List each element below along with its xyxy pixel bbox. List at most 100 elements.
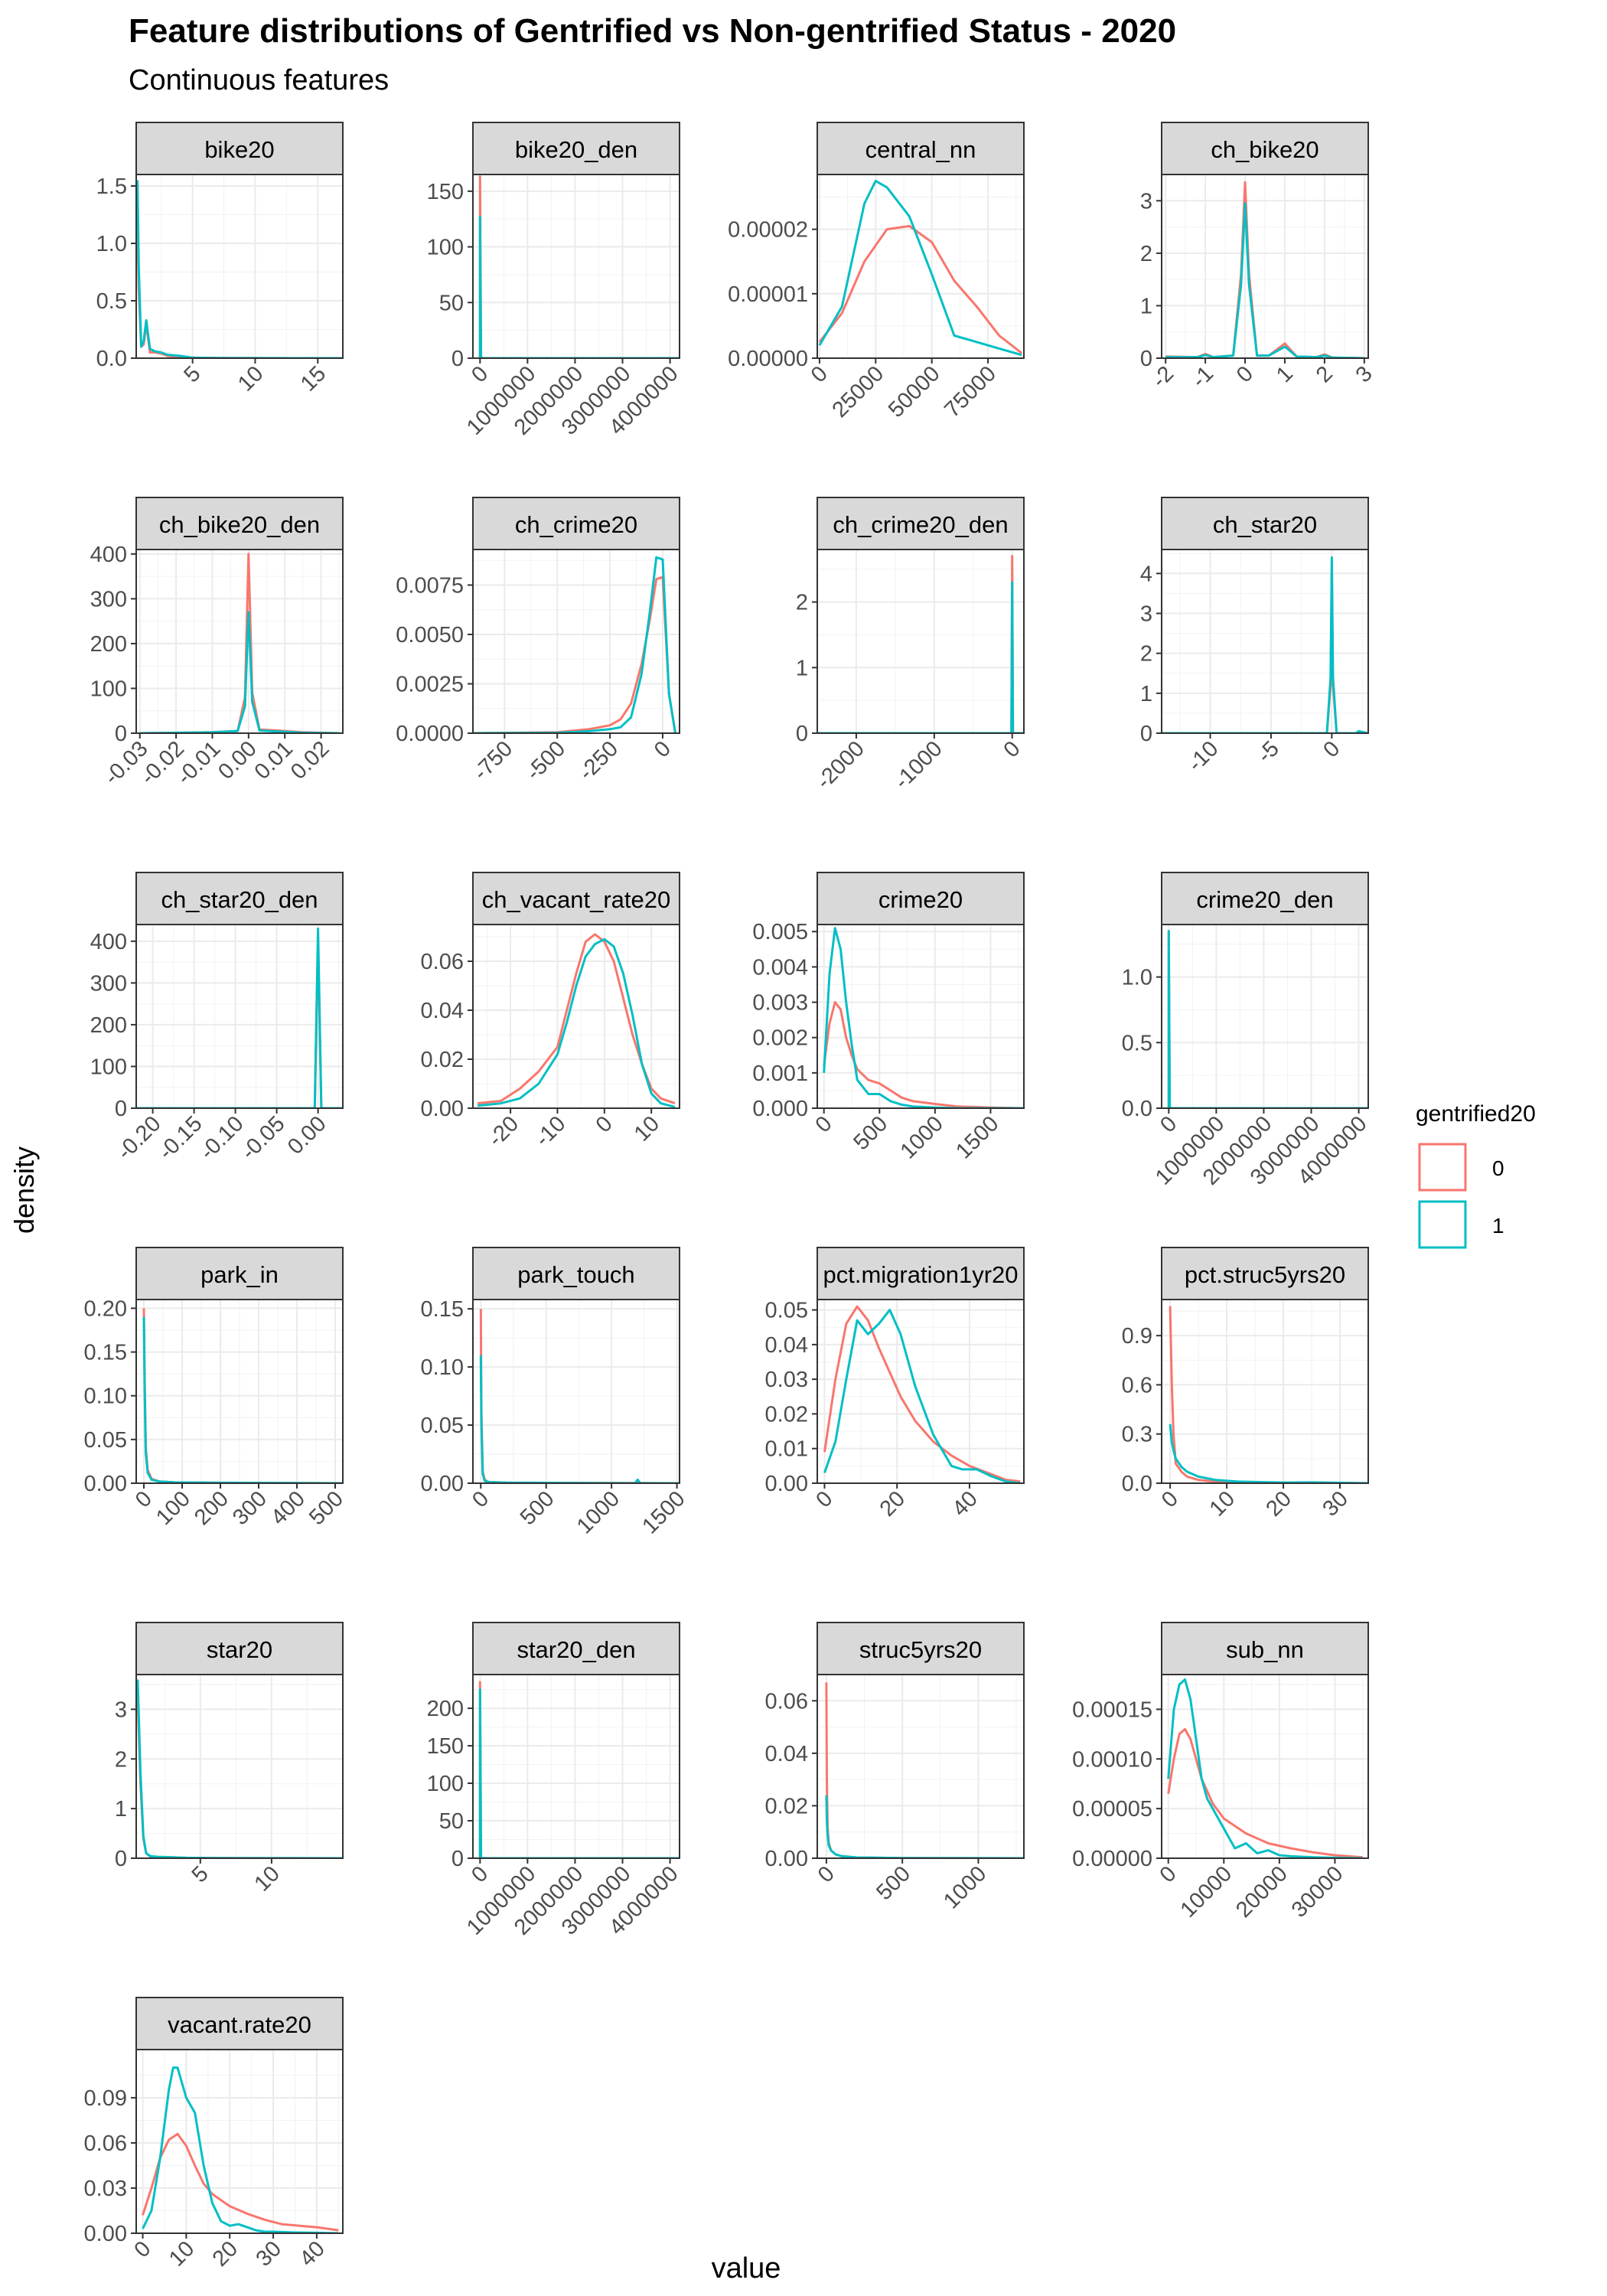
y-tick-label: 1.0: [1122, 966, 1152, 990]
x-tick-label: 2: [1312, 361, 1338, 387]
y-tick-label: 0.02: [765, 1402, 808, 1427]
x-tick-label: 0: [807, 361, 833, 387]
panel-border: [135, 2049, 344, 2234]
panel-bike20_den: bike20_den050100150010000002000000300000…: [427, 122, 683, 440]
x-tick-label: -10: [530, 1111, 570, 1151]
y-tick-label: 0.03: [84, 2177, 127, 2201]
x-tick-label: 10: [165, 2236, 199, 2271]
y-tick-label: 2: [796, 591, 808, 615]
panel-background: [817, 1300, 1024, 1483]
panel-ch_vacant_rate20: ch_vacant_rate20 0.00 0.02 0.04 0.06 -20 -10 0 1…: [421, 872, 680, 1152]
y-tick-label: 0.00000: [728, 347, 808, 371]
panel-border: [135, 174, 344, 359]
facet-strip-label: ch_vacant_rate20: [482, 886, 670, 913]
panel-crime20: crime20 0.000 0.001 0.002 0.003 0.004 0.005 0 50…: [752, 872, 1025, 1164]
y-tick-label: 300: [90, 971, 127, 996]
y-tick-label: 0.06: [765, 1689, 808, 1714]
x-tick-label: 0.00: [283, 1111, 331, 1159]
facet-strip: [472, 872, 680, 925]
x-tick-label: 0: [1157, 1486, 1183, 1512]
panel-ch_crime20: ch_crime20 0.0000 0.0025 0.0050 0.0075 -750 -5…: [396, 497, 680, 785]
y-tick-label: 0.004: [752, 955, 808, 980]
panel-background: [473, 1675, 680, 1858]
facet-strip-label: park_in: [200, 1261, 279, 1288]
x-tick-label: 10: [630, 1111, 664, 1146]
panel-background: [817, 174, 1024, 358]
panel-border: [135, 1674, 344, 1859]
y-tick-label: 0.04: [765, 1333, 808, 1358]
density-line-1: [478, 215, 680, 358]
panel-border: [1161, 549, 1369, 734]
x-tick-label: -0.10: [195, 1111, 248, 1164]
y-tick-label: 1.0: [96, 232, 127, 256]
facet-strip-label: pct.migration1yr20: [823, 1261, 1018, 1288]
x-tick-label: 30: [252, 2236, 286, 2271]
facet-strip: [472, 1622, 680, 1675]
x-tick-label: 0: [1232, 361, 1258, 387]
panel-background: [817, 1675, 1024, 1858]
facet-strip-label: vacant.rate20: [168, 2011, 311, 2038]
y-tick-label: 0.0075: [396, 573, 464, 598]
x-tick-label: -0.15: [154, 1111, 207, 1164]
x-tick-label: 30: [1319, 1486, 1353, 1521]
facet-strip: [1161, 122, 1369, 175]
y-tick-label: 0: [451, 347, 464, 371]
x-tick-label: 3: [1351, 361, 1377, 387]
y-tick-label: 0.5: [1122, 1031, 1152, 1055]
y-tick-label: 0.00: [421, 1472, 464, 1496]
y-tick-label: 0.00: [84, 2222, 127, 2246]
x-tick-label: 0: [650, 736, 676, 762]
y-tick-label: 0.00002: [728, 218, 808, 243]
density-line-1: [1167, 1678, 1363, 1858]
y-tick-label: 200: [90, 632, 127, 657]
legend-key-box-1: [1418, 1200, 1467, 1249]
x-tick-label: 0.01: [250, 736, 298, 784]
y-tick-label: 50: [439, 291, 464, 315]
y-tick-label: 0.003: [752, 991, 808, 1016]
x-tick-label: -1: [1187, 361, 1218, 393]
facet-strip: [817, 1247, 1025, 1300]
density-line-1: [142, 2066, 339, 2233]
y-tick-label: 3: [1140, 189, 1152, 214]
density-line-0: [823, 1001, 1024, 1108]
y-tick-label: 150: [427, 180, 464, 204]
density-line-1: [139, 611, 340, 733]
y-tick-label: 2: [115, 1747, 127, 1772]
panel-border: [817, 924, 1025, 1109]
x-tick-label: 0: [813, 1861, 839, 1887]
panel-background: [473, 174, 680, 358]
legend-key-1: 1: [1418, 1200, 1504, 1249]
x-tick-label: 30000: [1287, 1861, 1348, 1923]
y-tick-label: 400: [90, 543, 127, 567]
panel-border: [1161, 924, 1369, 1109]
y-tick-label: 0.0: [96, 347, 127, 371]
y-tick-label: 0: [115, 1097, 127, 1121]
x-tick-label: -500: [521, 736, 570, 785]
legend-title: gentrified20: [1416, 1101, 1536, 1127]
y-tick-label: 0.0050: [396, 623, 464, 647]
facet-strip: [472, 1247, 680, 1300]
facet-strip: [1161, 1622, 1369, 1675]
x-tick-label: -20: [484, 1111, 523, 1151]
density-line-0: [142, 2132, 339, 2232]
y-tick-label: 0: [1140, 722, 1152, 746]
x-tick-label: 50000: [884, 361, 945, 422]
panel-border: [817, 1674, 1025, 1859]
x-tick-label: 10: [233, 361, 268, 396]
y-tick-label: 0: [115, 1847, 127, 1871]
y-tick-label: 0.03: [765, 1368, 808, 1392]
facet-strip-label: pct.struc5yrs20: [1185, 1261, 1345, 1288]
x-tick-label: 200: [190, 1486, 233, 1530]
panel-struc5yrs20: struc5yrs20 0.00 0.02 0.04 0.06 0 500 1000: [765, 1622, 1025, 1914]
x-tick-label: 0.00: [214, 736, 262, 784]
panel-pct.migration1yr20: pct.migration1yr20 0.00 0.01 0.02 0.03 0.04 0.…: [765, 1247, 1025, 1521]
panel-background: [1162, 1675, 1368, 1858]
y-tick-label: 1.5: [96, 174, 127, 199]
y-tick-label: 100: [90, 677, 127, 701]
y-tick-label: 0.0025: [396, 672, 464, 696]
y-tick-label: 0.00015: [1072, 1698, 1152, 1722]
y-tick-label: 0: [115, 722, 127, 746]
x-tick-label: -2000: [812, 736, 869, 794]
x-tick-label: 100: [152, 1486, 195, 1530]
